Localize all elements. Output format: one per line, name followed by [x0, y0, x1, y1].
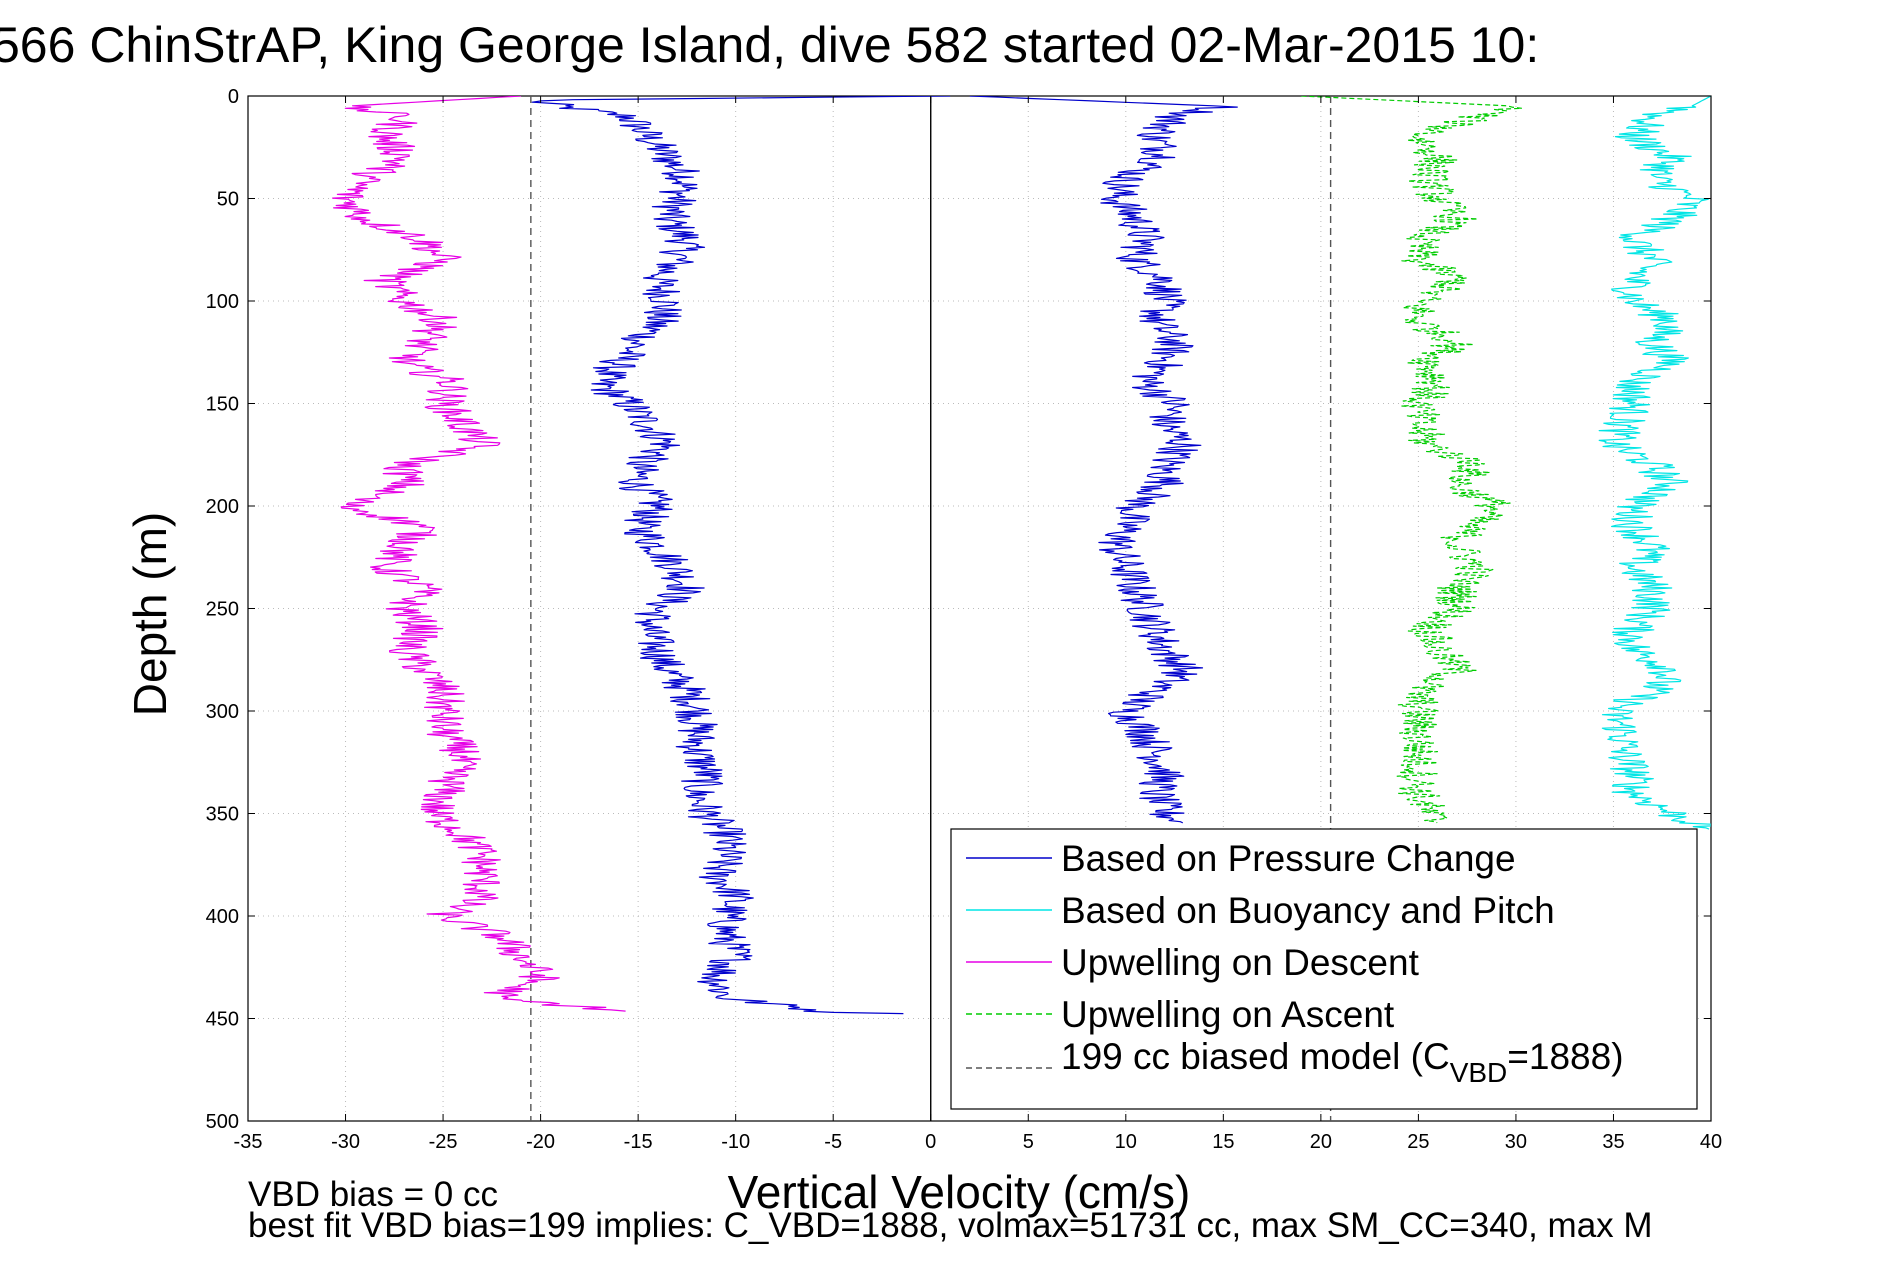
y-tick-label: 100	[206, 291, 239, 313]
legend-label-ascent: Upwelling on Ascent	[1061, 994, 1395, 1035]
series-line-2	[1598, 96, 1711, 830]
x-axis-ticks: -35 -30 -25 -20 -15 -10 -5 0 5 10 15 20 25 30 35 40	[234, 96, 1722, 1153]
y-tick-label: 50	[217, 189, 239, 211]
y-tick-label: 150	[206, 394, 239, 416]
x-axis-label: Vertical Velocity (cm/s)	[728, 1166, 1191, 1218]
y-tick-label: 500	[206, 1111, 239, 1133]
y-axis-ticks: 0 50 100 150 200 250 300 350 400 450 500	[206, 86, 1711, 1133]
y-tick-label: 450	[206, 1009, 239, 1031]
legend: Based on Pressure Change Based on Buoyan…	[950, 828, 1698, 1110]
series-line-0	[531, 96, 951, 1015]
x-tick-label: -30	[331, 1131, 360, 1153]
legend-box	[950, 828, 1698, 1110]
y-tick-label: 200	[206, 496, 239, 518]
x-tick-label: 5	[1023, 1131, 1034, 1153]
y-tick-label: 300	[206, 701, 239, 723]
y-axis-label: Depth (m)	[124, 512, 176, 716]
chart-title: 566 ChinStrAP, King George Island, dive …	[0, 17, 1539, 73]
x-tick-label: 10	[1115, 1131, 1137, 1153]
x-tick-label: 25	[1407, 1131, 1429, 1153]
best-fit-note: best fit VBD bias=199 implies: C_VBD=188…	[248, 1206, 1653, 1245]
y-tick-label: 0	[228, 86, 239, 108]
y-tick-label: 400	[206, 906, 239, 928]
legend-label-model: 199 cc biased model (CVBD=1888)	[1061, 1036, 1624, 1088]
x-tick-label: 15	[1212, 1131, 1234, 1153]
x-tick-label: 20	[1310, 1131, 1332, 1153]
legend-label-pressure: Based on Pressure Change	[1061, 838, 1516, 879]
x-tick-label: -35	[234, 1131, 263, 1153]
x-tick-label: -20	[526, 1131, 555, 1153]
x-tick-label: 40	[1700, 1131, 1722, 1153]
y-tick-label: 350	[206, 804, 239, 826]
x-tick-label: -10	[721, 1131, 750, 1153]
x-tick-label: -25	[429, 1131, 458, 1153]
series-line-4	[1301, 96, 1523, 824]
x-tick-label: -5	[824, 1131, 842, 1153]
series-line-3	[332, 96, 626, 1012]
x-tick-label: 35	[1602, 1131, 1624, 1153]
legend-label-model-main: 199 cc biased model (C	[1061, 1036, 1450, 1077]
x-tick-label: -15	[624, 1131, 653, 1153]
vbd-bias-note: VBD bias = 0 cc	[248, 1175, 498, 1214]
legend-label-buoyancy: Based on Buoyancy and Pitch	[1061, 890, 1555, 931]
y-tick-label: 250	[206, 599, 239, 621]
legend-label-descent: Upwelling on Descent	[1061, 942, 1420, 983]
legend-label-model-sub: VBD	[1450, 1057, 1508, 1088]
legend-label-model-tail: =1888)	[1507, 1036, 1623, 1077]
series-lines	[332, 96, 1711, 1015]
series-line-1	[969, 96, 1238, 824]
x-tick-label: 30	[1505, 1131, 1527, 1153]
x-tick-label: 0	[925, 1131, 936, 1153]
